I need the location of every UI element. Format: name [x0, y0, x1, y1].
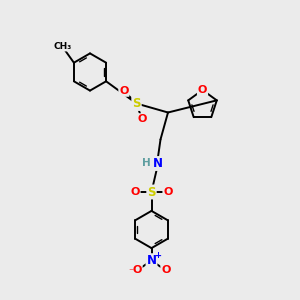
Text: H: H	[142, 158, 151, 169]
Text: O: O	[132, 265, 142, 275]
Text: O: O	[163, 187, 173, 197]
Text: O: O	[161, 265, 171, 275]
Text: O: O	[137, 114, 147, 124]
Text: S: S	[147, 185, 156, 199]
Text: ⁻: ⁻	[128, 268, 134, 278]
Text: CH₃: CH₃	[53, 42, 72, 51]
Text: N: N	[146, 254, 157, 267]
Text: O: O	[130, 187, 140, 197]
Text: O: O	[119, 86, 129, 96]
Text: O: O	[198, 85, 207, 95]
Text: N: N	[153, 157, 163, 170]
Text: S: S	[132, 97, 141, 110]
Text: +: +	[154, 251, 162, 260]
